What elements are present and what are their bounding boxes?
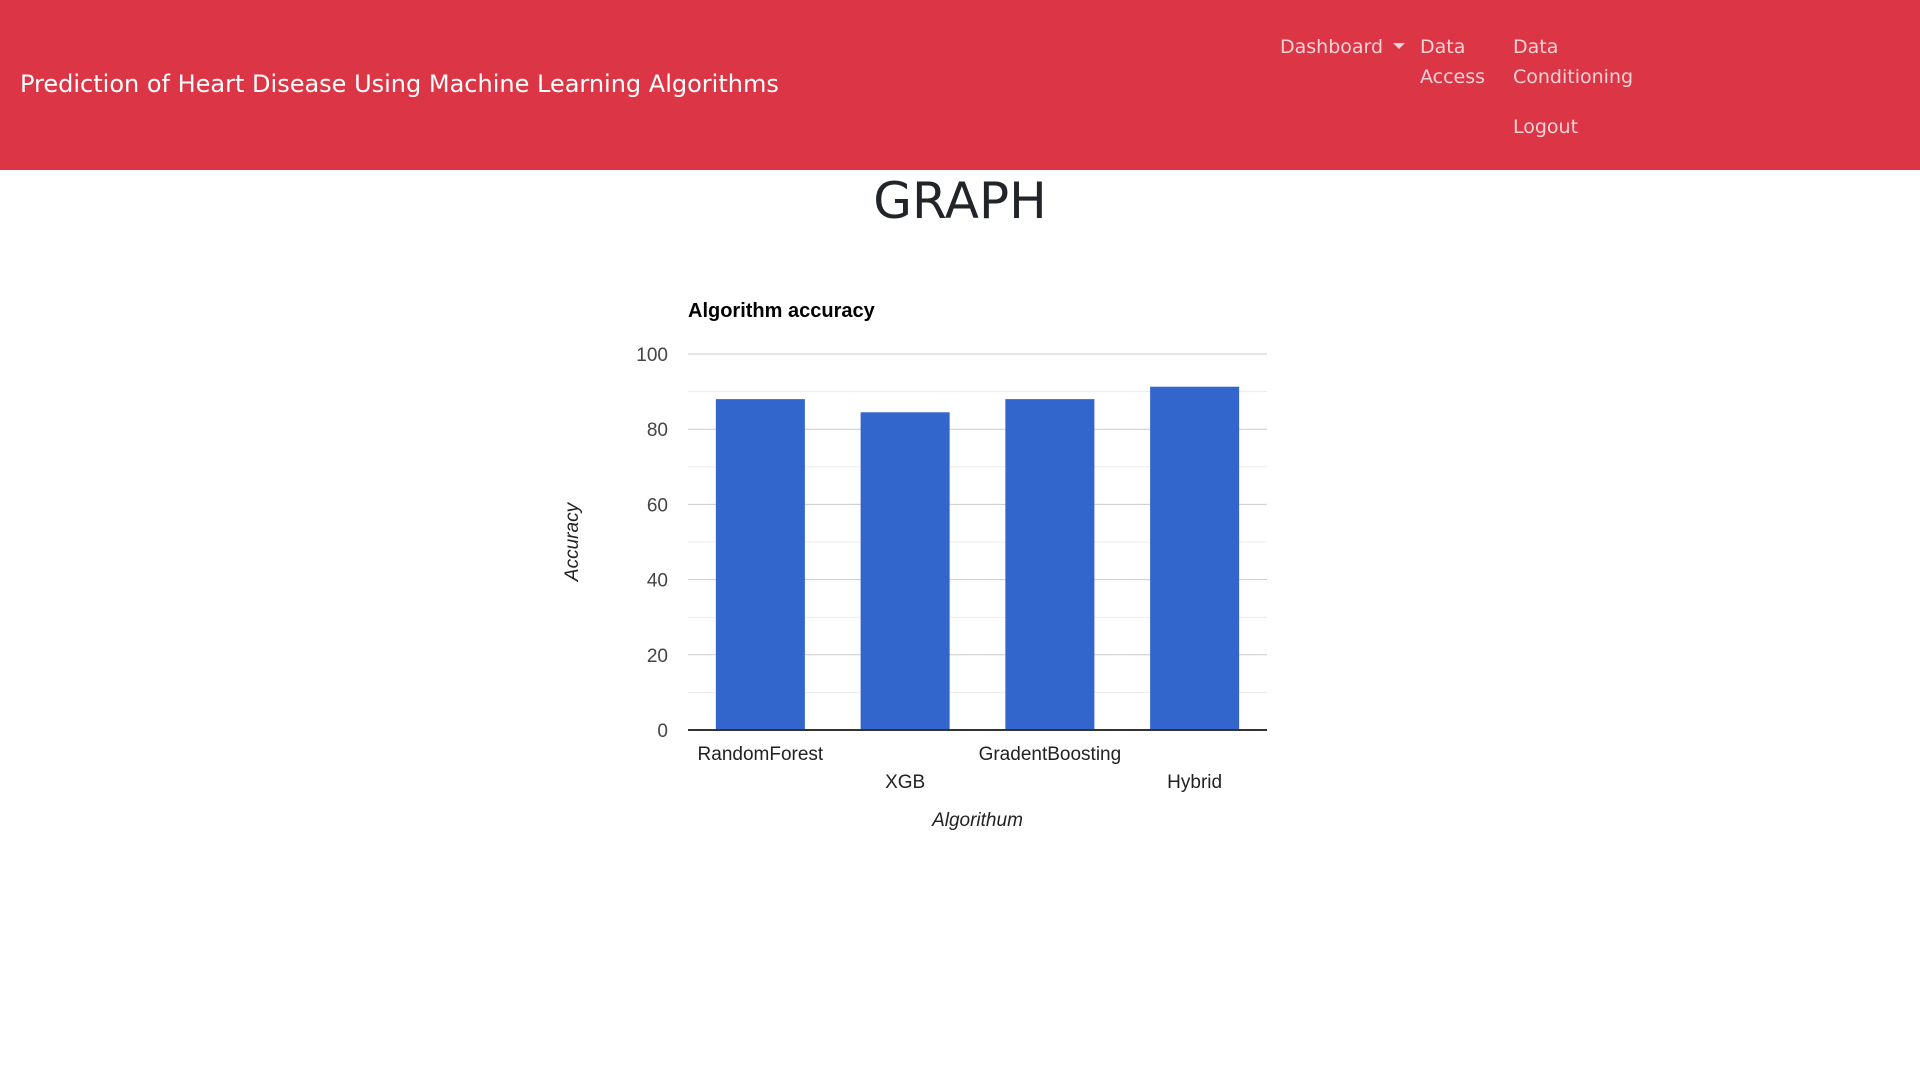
x-tick-label: RandomForest: [698, 744, 824, 765]
page-title: GRAPH: [873, 172, 1047, 230]
nav-data-conditioning[interactable]: Data Conditioning: [1513, 36, 1634, 88]
caret-down-icon: [1393, 43, 1406, 49]
y-axis-label: Accuracy: [562, 501, 583, 582]
bar: [1005, 399, 1095, 730]
y-tick-label: 20: [647, 646, 668, 667]
x-tick-label: Hybrid: [1167, 772, 1222, 793]
nav-data-access[interactable]: Data Access: [1420, 36, 1486, 88]
x-axis-label: Algorithum: [931, 810, 1023, 831]
navbar: Prediction of Heart Disease Using Machin…: [0, 0, 1920, 170]
x-tick-label: XGB: [885, 772, 925, 793]
brand-link[interactable]: Prediction of Heart Disease Using Machin…: [20, 70, 779, 98]
y-tick-label: 80: [647, 420, 668, 441]
bar: [860, 412, 950, 730]
nav-dashboard-dropdown[interactable]: Dashboard: [1280, 32, 1406, 62]
y-tick-label: 40: [647, 571, 668, 592]
y-tick-label: 60: [647, 495, 668, 516]
chart-title: Algorithm accuracy: [688, 300, 876, 322]
nav-logout[interactable]: Logout: [1513, 116, 1579, 138]
y-tick-label: 0: [657, 721, 668, 742]
x-tick-label: GradentBoosting: [979, 744, 1122, 765]
bar: [1150, 386, 1240, 730]
bar: [715, 399, 805, 730]
y-tick-label: 100: [636, 345, 668, 366]
nav-dashboard-label: Dashboard: [1280, 36, 1384, 58]
